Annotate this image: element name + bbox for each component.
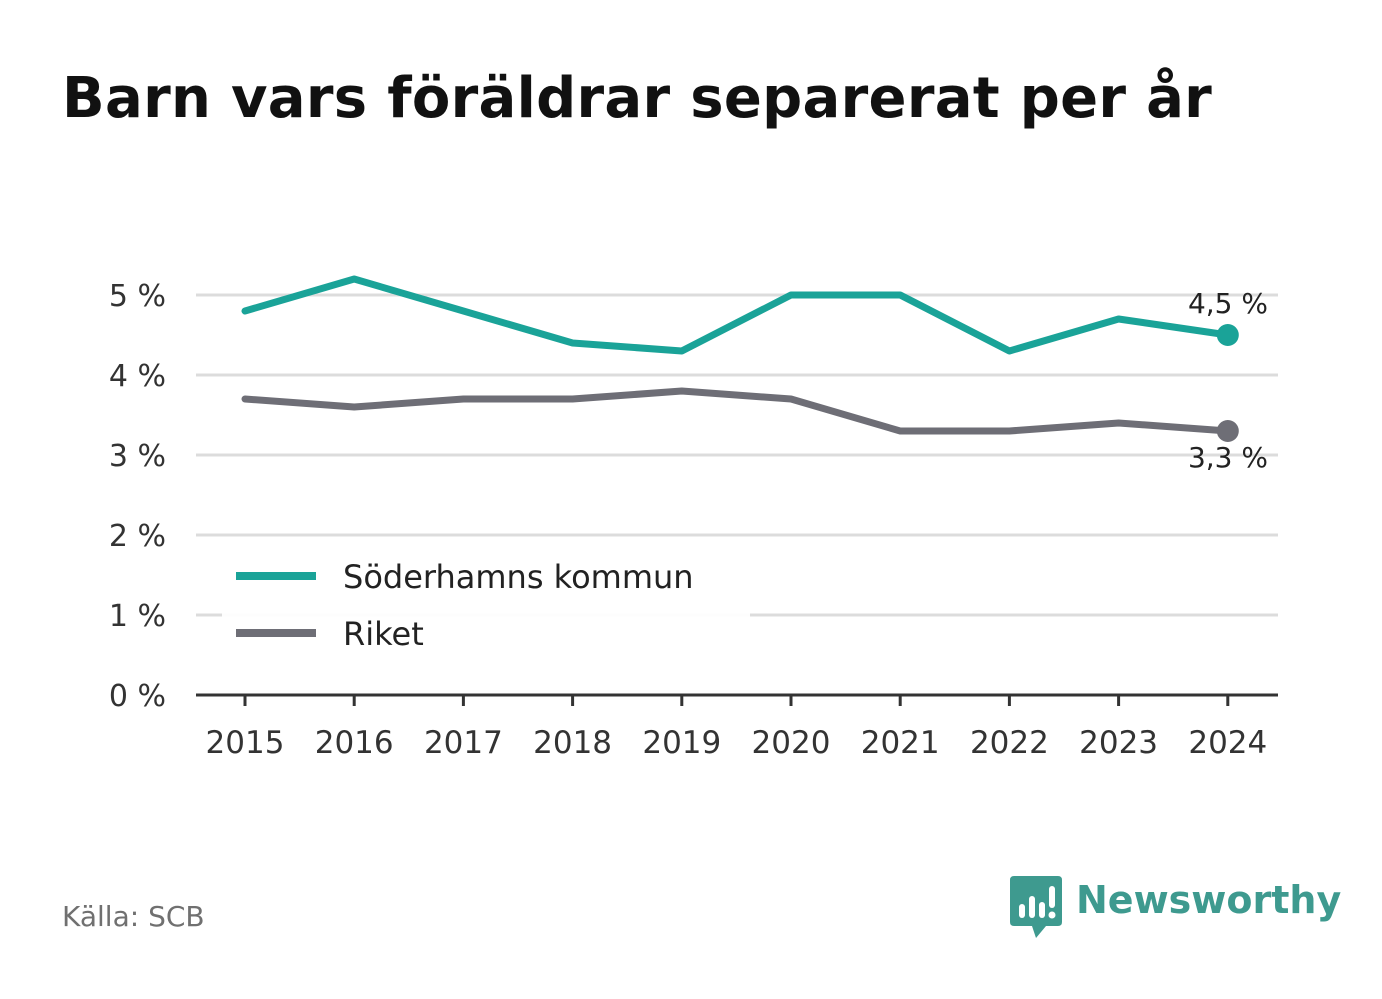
- grid-lines: 0 % 1 % 2 % 3 % 4 % 5 %: [109, 279, 1278, 714]
- y-tick-label: 4 %: [109, 359, 166, 394]
- y-tick-label: 3 %: [109, 439, 166, 474]
- brand-name: Newsworthy: [1076, 878, 1342, 922]
- series-lines: [241, 275, 1239, 442]
- legend-background: [222, 540, 750, 660]
- x-tick-label: 2021: [861, 725, 940, 761]
- end-value-label: 4,5 %: [1188, 287, 1268, 320]
- series-end-point: [1216, 324, 1239, 346]
- x-tick-label: 2020: [752, 725, 831, 761]
- x-tick-label: 2019: [642, 725, 721, 761]
- x-tick-label: 2022: [970, 725, 1049, 761]
- x-tick-label: 2024: [1188, 725, 1267, 761]
- x-tick-label: 2015: [206, 725, 285, 761]
- end-value-label: 3,3 %: [1188, 441, 1268, 474]
- y-tick-label: 5 %: [109, 279, 166, 314]
- x-tick-label: 2023: [1079, 725, 1158, 761]
- source-note: Källa: SCB: [62, 900, 205, 933]
- legend: Söderhamns kommun Riket: [222, 540, 750, 660]
- series-line-0: [241, 275, 1232, 355]
- y-tick-label: 1 %: [109, 599, 166, 634]
- x-tick-label: 2018: [533, 725, 612, 761]
- y-tick-label: 0 %: [109, 679, 166, 714]
- x-tick-label: 2017: [424, 725, 503, 761]
- legend-label: Söderhamns kommun: [343, 558, 694, 596]
- newsworthy-logo-icon: [1010, 876, 1062, 938]
- series-line-1: [241, 387, 1232, 435]
- chart-title: Barn vars föräldrar separerat per år: [62, 66, 1213, 131]
- data-labels: 4,5 % 3,3 %: [1188, 287, 1268, 474]
- legend-label: Riket: [343, 615, 424, 653]
- x-tick-label: 2016: [315, 725, 394, 761]
- x-axis: 2015 2016 2017 2018 2019 2020 2021 2022 2023 2024: [196, 693, 1278, 761]
- series-end-point: [1216, 420, 1239, 442]
- brand-logo: Newsworthy: [1010, 876, 1341, 942]
- y-tick-label: 2 %: [109, 519, 166, 554]
